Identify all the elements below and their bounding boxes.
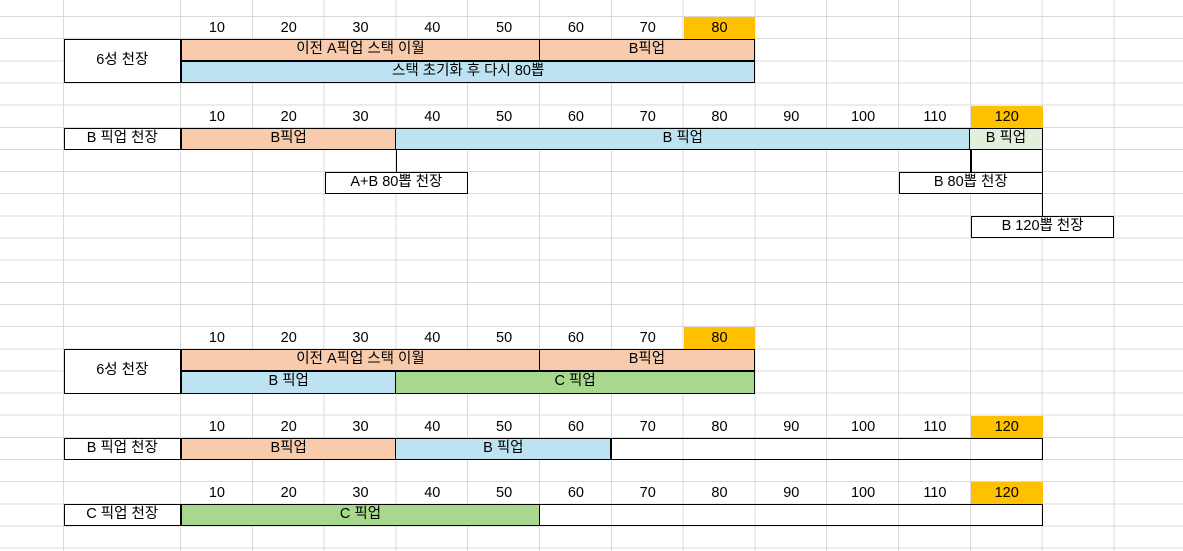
column-header-cell[interactable]: 10 (208, 20, 225, 36)
column-header-cell[interactable]: 80 (711, 418, 728, 435)
column-header-cell[interactable]: 50 (496, 108, 513, 125)
column-header-cell[interactable]: 80 (711, 108, 728, 125)
column-header-cell[interactable]: 50 (496, 20, 513, 36)
column-header-cell[interactable]: 90 (783, 485, 800, 502)
column-header-cell[interactable]: 20 (280, 418, 297, 435)
column-header-cell[interactable]: 70 (639, 330, 656, 347)
column-header-cell[interactable]: 100 (850, 418, 876, 435)
column-header-cell[interactable]: 20 (280, 330, 297, 347)
bar-segment-cell[interactable]: B 픽업 (181, 371, 397, 394)
gridline-column-a (63, 0, 64, 551)
column-header-cell[interactable]: 10 (208, 485, 225, 502)
highlighted-header-cell[interactable]: 120 (970, 482, 1043, 505)
column-header-cell[interactable]: 60 (567, 330, 584, 347)
column-header-cell[interactable]: 10 (208, 418, 225, 435)
callout-box[interactable]: B 120뽑 천장 (970, 216, 1115, 239)
column-header-cell[interactable]: 40 (424, 418, 441, 435)
connector-line (1041, 193, 1044, 218)
column-header-cell[interactable]: 30 (352, 20, 369, 36)
column-header-cell[interactable]: 30 (352, 330, 369, 347)
empty-bar-cell[interactable] (610, 437, 1043, 460)
bar-segment-cell[interactable]: B 픽업 (394, 437, 612, 460)
bar-segment-cell[interactable]: B픽업 (538, 39, 756, 62)
column-header-cell[interactable]: 10 (208, 330, 225, 347)
highlighted-header-cell[interactable]: 120 (970, 415, 1043, 438)
column-header-cell[interactable]: 10 (208, 108, 225, 125)
bar-segment-cell[interactable]: 이전 A픽업 스택 이월 (181, 349, 540, 372)
row-label-cell[interactable]: 6성 천장 (63, 39, 181, 84)
bar-segment-cell[interactable]: B픽업 (181, 127, 397, 150)
column-header-cell[interactable]: 70 (639, 418, 656, 435)
bar-segment-cell[interactable]: B 픽업 (394, 127, 971, 150)
column-header-cell[interactable]: 70 (639, 485, 656, 502)
column-header-cell[interactable]: 30 (352, 485, 369, 502)
column-header-cell[interactable]: 50 (496, 330, 513, 347)
column-header-cell[interactable]: 60 (567, 108, 584, 125)
column-header-cell[interactable]: 20 (280, 20, 297, 36)
column-header-cell[interactable]: 60 (567, 485, 584, 502)
highlighted-header-cell[interactable]: 80 (683, 17, 756, 40)
row-label-cell[interactable]: B 픽업 천장 (63, 127, 181, 150)
connector-line (395, 148, 398, 174)
bar-segment-cell[interactable]: C 픽업 (181, 504, 540, 527)
column-header-cell[interactable]: 30 (352, 108, 369, 125)
column-header-cell[interactable]: 90 (783, 418, 800, 435)
callout-box[interactable]: A+B 80뽑 천장 (324, 172, 469, 195)
bar-segment-cell[interactable]: B 픽업 (969, 127, 1043, 150)
column-header-cell[interactable]: 80 (711, 485, 728, 502)
connector-line (970, 148, 972, 174)
column-header-cell[interactable]: 70 (639, 20, 656, 36)
bar-segment-cell[interactable]: B픽업 (181, 437, 397, 460)
column-header-cell[interactable]: 90 (783, 108, 800, 125)
column-header-cell[interactable]: 50 (496, 418, 513, 435)
column-header-cell[interactable]: 110 (923, 108, 947, 125)
column-header-cell[interactable]: 30 (352, 418, 369, 435)
column-header-cell[interactable]: 60 (567, 418, 584, 435)
bar-segment-cell[interactable]: 이전 A픽업 스택 이월 (181, 39, 540, 62)
highlighted-header-cell[interactable]: 120 (970, 105, 1043, 128)
connector-line (1041, 148, 1044, 174)
bar-segment-cell[interactable]: 스택 초기화 후 다시 80뽑 (181, 61, 756, 84)
column-header-cell[interactable]: 50 (496, 485, 513, 502)
bar-segment-cell[interactable]: C 픽업 (394, 371, 756, 394)
column-header-cell[interactable]: 60 (567, 20, 584, 36)
callout-box[interactable]: B 80뽑 천장 (899, 172, 1043, 195)
highlighted-header-cell[interactable]: 80 (683, 327, 756, 350)
column-header-cell[interactable]: 110 (923, 485, 947, 502)
row-label-cell[interactable]: B 픽업 천장 (63, 437, 181, 460)
column-header-cell[interactable]: 110 (923, 418, 947, 435)
column-header-cell[interactable]: 20 (280, 108, 297, 125)
column-header-cell[interactable]: 40 (424, 20, 441, 36)
column-header-cell[interactable]: 100 (850, 485, 876, 502)
column-header-cell[interactable]: 40 (424, 108, 441, 125)
column-header-cell[interactable]: 20 (280, 485, 297, 502)
column-header-cell[interactable]: 70 (639, 108, 656, 125)
column-header-cell[interactable]: 40 (424, 330, 441, 347)
row-label-cell[interactable]: C 픽업 천장 (63, 504, 181, 527)
bar-segment-cell[interactable]: B픽업 (538, 349, 756, 372)
column-header-cell[interactable]: 40 (424, 485, 441, 502)
row-label-cell[interactable]: 6성 천장 (63, 349, 181, 394)
empty-bar-cell[interactable] (538, 504, 1043, 527)
column-header-cell[interactable]: 100 (850, 108, 876, 125)
